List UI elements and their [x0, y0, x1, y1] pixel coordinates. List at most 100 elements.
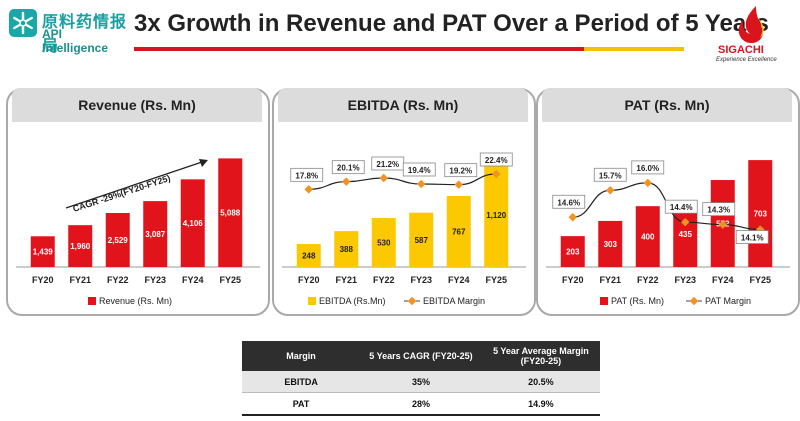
x-tick-label: FY25 — [749, 275, 771, 285]
bar — [446, 196, 471, 267]
bar — [334, 231, 359, 267]
margin-marker — [492, 169, 501, 179]
legend-swatch — [88, 297, 96, 305]
legend-label: EBITDA (Rs.Mn) — [319, 296, 386, 306]
legend-label: PAT (Rs. Mn) — [611, 296, 664, 306]
table-header-margin: Margin — [242, 341, 361, 371]
bar-value-label: 767 — [452, 228, 466, 237]
ebitda-combo-chart: 248 FY20 388 FY21 530 FY22 587 FY23 767 FY24 1,120… — [282, 152, 526, 306]
bar — [409, 212, 434, 267]
x-tick-label: FY24 — [182, 275, 204, 285]
margin-label-box — [593, 167, 627, 182]
bar-value-label: 3,087 — [145, 230, 166, 239]
bar-value-label: 400 — [641, 233, 655, 242]
margin-label: 22.4% — [485, 156, 508, 165]
margin-label: 19.4% — [408, 166, 431, 175]
margin-summary-table: Margin 5 Years CAGR (FY20-25) 5 Year Ave… — [242, 341, 600, 416]
x-tick-label: FY21 — [69, 275, 91, 285]
table-row: PAT 28% 14.9% — [242, 392, 600, 416]
page-title: 3x Growth in Revenue and PAT Over a Peri… — [134, 10, 769, 37]
bar-value-label: 435 — [679, 230, 693, 239]
x-tick-label: FY21 — [599, 275, 621, 285]
x-tick-label: FY20 — [32, 275, 54, 285]
margin-label-box — [331, 160, 365, 175]
api-intelligence-logo: 原料药情报局 API Intelligence — [8, 6, 130, 55]
legend-marker — [407, 296, 417, 306]
x-tick-label: FY23 — [674, 275, 696, 285]
margin-label: 14.4% — [670, 203, 693, 212]
margin-marker — [342, 177, 351, 186]
bar — [748, 160, 773, 267]
bar — [68, 225, 93, 267]
brand-tagline: Experience Excellence — [716, 57, 777, 63]
bar-value-label: 2,529 — [108, 236, 129, 245]
margin-label-box — [552, 194, 586, 209]
x-tick-label: FY22 — [373, 275, 395, 285]
margin-series-line — [308, 173, 497, 190]
table-cell: PAT — [242, 392, 361, 416]
bar — [560, 236, 585, 267]
bar-value-label: 4,106 — [183, 219, 204, 228]
margin-marker — [606, 186, 615, 195]
margin-label-box — [631, 160, 665, 175]
margin-label: 14.6% — [557, 198, 580, 207]
bar-value-label: 1,120 — [486, 211, 507, 220]
bar — [30, 236, 55, 267]
bar — [371, 217, 396, 267]
margin-label-box — [444, 163, 478, 178]
bar-value-label: 248 — [302, 252, 316, 261]
legend-swatch — [600, 297, 608, 305]
margin-label-box — [664, 199, 698, 214]
table-header-cagr: 5 Years CAGR (FY20-25) — [360, 341, 482, 371]
table-cell: 20.5% — [481, 371, 600, 393]
bar — [218, 158, 243, 267]
margin-label-box — [402, 162, 436, 177]
table-header-average: 5 Year Average Margin (FY20-25) — [481, 341, 600, 371]
margin-label-box — [702, 202, 736, 217]
pat-chart-title: PAT (Rs. Mn) — [542, 88, 792, 122]
margin-marker — [568, 213, 577, 222]
table-cell: 28% — [360, 392, 482, 416]
margin-label: 14.3% — [707, 206, 730, 215]
pat-combo-chart: 203FY20303FY21400FY22435FY23572FY24703FY… — [546, 160, 790, 306]
logo-chinese-text: 原料药情报局 — [42, 14, 128, 55]
table-cell: 14.9% — [481, 392, 600, 416]
logo-english-text: API Intelligence — [42, 27, 109, 55]
table-row: EBITDA 35% 20.5% — [242, 371, 600, 393]
revenue-bar-chart: 1,439 FY20 1,960 FY21 2,529 FY22 3,087 FY23 4,10… — [16, 158, 260, 306]
legend-label: PAT Margin — [705, 296, 751, 306]
table-cell: EBITDA — [242, 371, 361, 393]
bar-value-label: 1,439 — [33, 248, 54, 257]
legend-swatch — [308, 297, 316, 305]
bar — [105, 213, 130, 267]
x-tick-label: FY25 — [485, 275, 507, 285]
margin-marker — [304, 185, 313, 194]
table-cell: 35% — [360, 371, 482, 393]
x-tick-label: FY20 — [298, 275, 320, 285]
margin-label: 17.8% — [295, 171, 318, 180]
margin-label: 16.0% — [636, 164, 659, 173]
legend-marker — [689, 296, 699, 306]
bar-value-label: 1,960 — [70, 242, 91, 251]
revenue-chart-title: Revenue (Rs. Mn) — [12, 88, 262, 122]
x-tick-label: FY20 — [562, 275, 584, 285]
bar-value-label: 5,088 — [220, 209, 241, 218]
bar — [598, 220, 623, 267]
title-underline-red — [134, 47, 584, 51]
cagr-arrow-head-icon — [199, 159, 208, 167]
bar-value-label: 388 — [340, 245, 354, 254]
cagr-arrow-line — [65, 161, 203, 209]
bar — [143, 201, 168, 267]
ebitda-chart-title: EBITDA (Rs. Mn) — [278, 88, 528, 122]
table-header-row: Margin 5 Years CAGR (FY20-25) 5 Year Ave… — [242, 341, 600, 371]
x-tick-label: FY24 — [448, 275, 470, 285]
margin-label: 14.1% — [741, 234, 764, 243]
margin-label-box — [290, 167, 324, 182]
margin-label: 19.2% — [449, 167, 472, 176]
brand-name: SIGACHI — [718, 44, 764, 56]
snowflake-logo-icon — [9, 9, 37, 37]
x-tick-label: FY24 — [712, 275, 734, 285]
x-tick-label: FY23 — [410, 275, 432, 285]
bar-value-label: 587 — [415, 236, 429, 245]
bar — [296, 244, 321, 267]
